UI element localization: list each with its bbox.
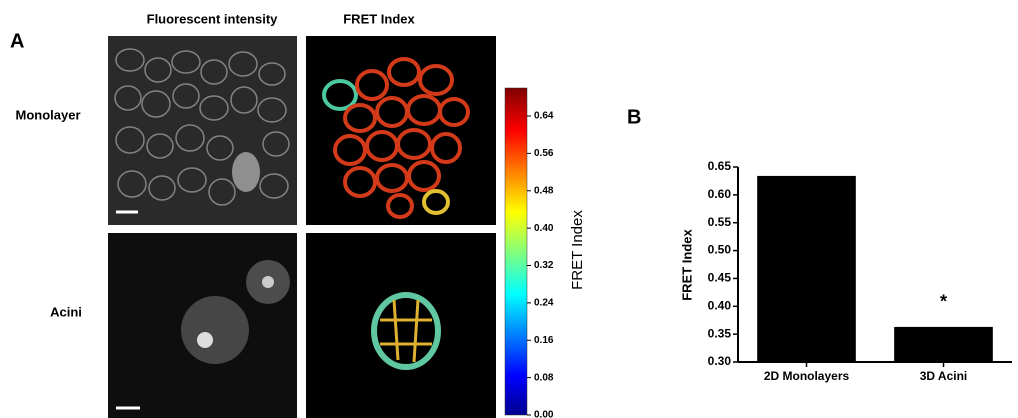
colorbar-tick-label: 0.00 <box>534 410 554 418</box>
significance-marker: * <box>940 292 947 312</box>
colorbar-tick-label: 0.08 <box>534 372 554 383</box>
colorbar-tick-label: 0.48 <box>534 185 554 196</box>
panel-label: A <box>10 30 24 52</box>
y-tick-label: 0.40 <box>708 298 732 312</box>
y-tick-label: 0.35 <box>708 326 732 340</box>
colorbar-tick-label: 0.64 <box>534 111 554 122</box>
row-label: Acini <box>50 304 82 319</box>
micrograph <box>108 233 297 418</box>
micrograph <box>108 36 297 225</box>
column-header: Fluorescent intensity <box>147 11 279 26</box>
y-axis-label: FRET Index <box>679 228 694 300</box>
y-tick-label: 0.60 <box>708 187 732 201</box>
y-tick-label: 0.55 <box>708 215 732 229</box>
y-tick-label: 0.65 <box>708 159 732 173</box>
bar <box>894 326 993 362</box>
colorbar-tick-label: 0.16 <box>534 335 554 346</box>
row-label: Monolayer <box>15 107 80 122</box>
fret-map <box>306 36 496 225</box>
colorbar-tick-label: 0.40 <box>534 223 554 234</box>
panel-label: B <box>627 106 641 128</box>
colorbar <box>504 87 528 416</box>
y-tick-label: 0.50 <box>708 243 732 257</box>
column-header: FRET Index <box>343 11 415 26</box>
y-tick-label: 0.30 <box>708 354 732 368</box>
colorbar-tick-label: 0.56 <box>534 148 554 159</box>
x-tick-label: 2D Monolayers <box>764 369 850 383</box>
colorbar-tick-label: 0.32 <box>534 260 554 271</box>
colorbar-label: FRET Index <box>569 210 586 290</box>
colorbar-tick-label: 0.24 <box>534 298 554 309</box>
bar <box>757 175 856 362</box>
fret-map <box>306 233 496 418</box>
x-tick-label: 3D Acini <box>920 369 968 383</box>
y-tick-label: 0.45 <box>708 271 732 285</box>
